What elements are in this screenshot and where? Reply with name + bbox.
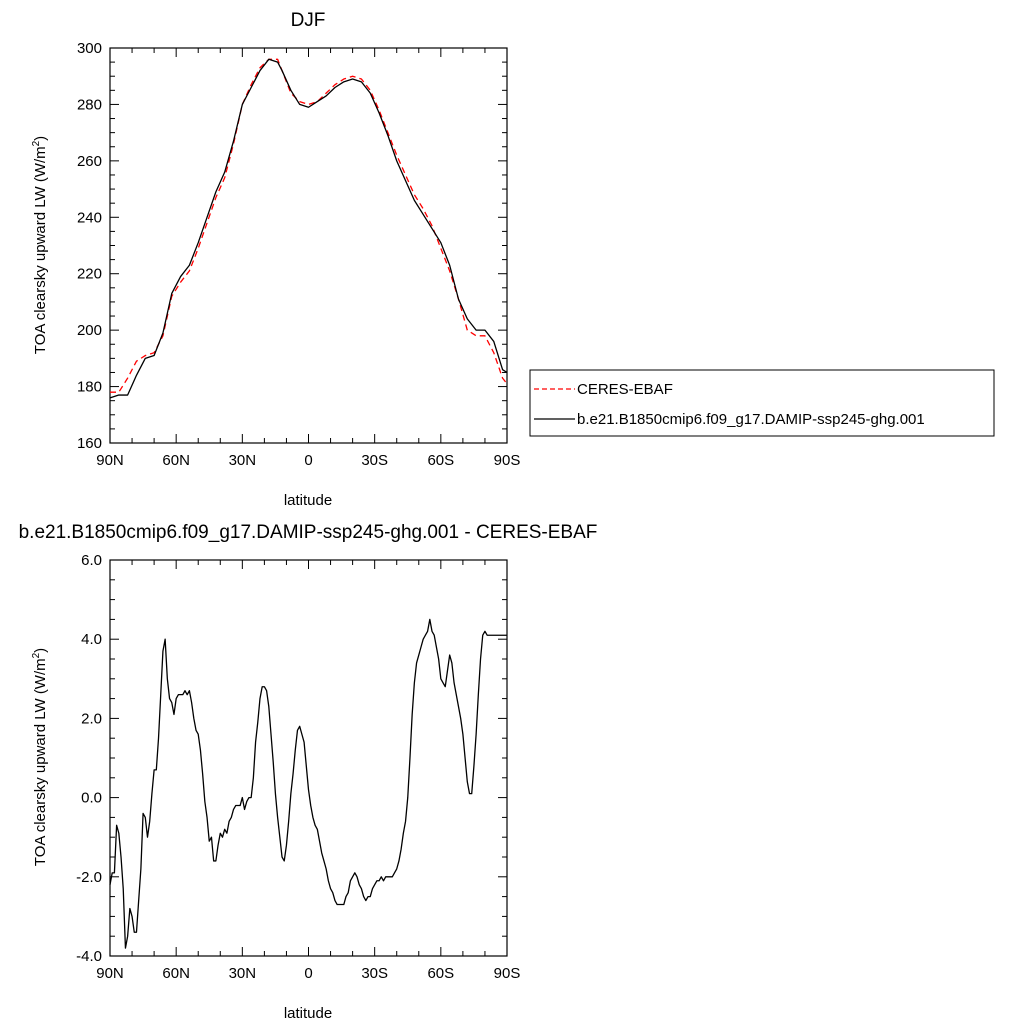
- top-x-tick-label: 30N: [229, 452, 257, 469]
- bottom-y-tick-label: -4.0: [76, 948, 102, 965]
- top-y-tick-label: 180: [77, 379, 102, 396]
- bottom-chart-title: b.e21.B1850cmip6.f09_g17.DAMIP-ssp245-gh…: [19, 522, 598, 543]
- top-x-tick-label: 90N: [96, 452, 124, 469]
- bottom-x-axis-label: latitude: [284, 1005, 332, 1022]
- bottom-x-tick-label: 0: [304, 965, 312, 982]
- top-y-tick-label: 240: [77, 209, 102, 226]
- bottom-x-tick-label: 90N: [96, 965, 124, 982]
- top-series-line-1: [109, 58, 508, 399]
- top-y-tick-label: 160: [77, 435, 102, 452]
- bottom-y-tick-label: 0.0: [81, 790, 102, 807]
- bottom-x-tick-label: 60S: [427, 965, 454, 982]
- bottom-x-tick-label: 90S: [494, 965, 521, 982]
- top-x-tick-label: 0: [304, 452, 312, 469]
- legend-label-ceres: CERES-EBAF: [577, 381, 673, 398]
- bottom-plot-frame: [109, 559, 508, 957]
- top-x-tick-label: 60S: [427, 452, 454, 469]
- top-y-tick-label: 300: [77, 40, 102, 57]
- top-x-axis-label: latitude: [284, 492, 332, 509]
- legend-box: [529, 369, 995, 437]
- legend-label-model: b.e21.B1850cmip6.f09_g17.DAMIP-ssp245-gh…: [577, 411, 925, 428]
- top-x-tick-label: 90S: [494, 452, 521, 469]
- bottom-y-tick-label: -2.0: [76, 869, 102, 886]
- top-x-tick-label: 30S: [361, 452, 388, 469]
- legend: CERES-EBAF b.e21.B1850cmip6.f09_g17.DAMI…: [529, 369, 995, 437]
- top-x-tick-label: 60N: [162, 452, 190, 469]
- top-y-tick-label: 280: [77, 96, 102, 113]
- bottom-y-tick-label: 2.0: [81, 710, 102, 727]
- bottom-y-tick-label: 6.0: [81, 552, 102, 569]
- top-series-line-0: [110, 58, 508, 393]
- top-chart-title: DJF: [291, 10, 326, 31]
- bottom-x-tick-label: 30S: [361, 965, 388, 982]
- top-y-axis-label: TOA clearsky upward LW (W/m2): [31, 136, 49, 354]
- bottom-y-tick-label: 4.0: [81, 631, 102, 648]
- bottom-x-tick-label: 30N: [229, 965, 257, 982]
- bottom-x-tick-label: 60N: [162, 965, 190, 982]
- bottom-y-axis-label: TOA clearsky upward LW (W/m2): [31, 648, 49, 866]
- bottom-series-line-0: [109, 618, 507, 949]
- top-y-tick-label: 200: [77, 322, 102, 339]
- top-y-tick-label: 220: [77, 266, 102, 283]
- top-y-tick-label: 260: [77, 153, 102, 170]
